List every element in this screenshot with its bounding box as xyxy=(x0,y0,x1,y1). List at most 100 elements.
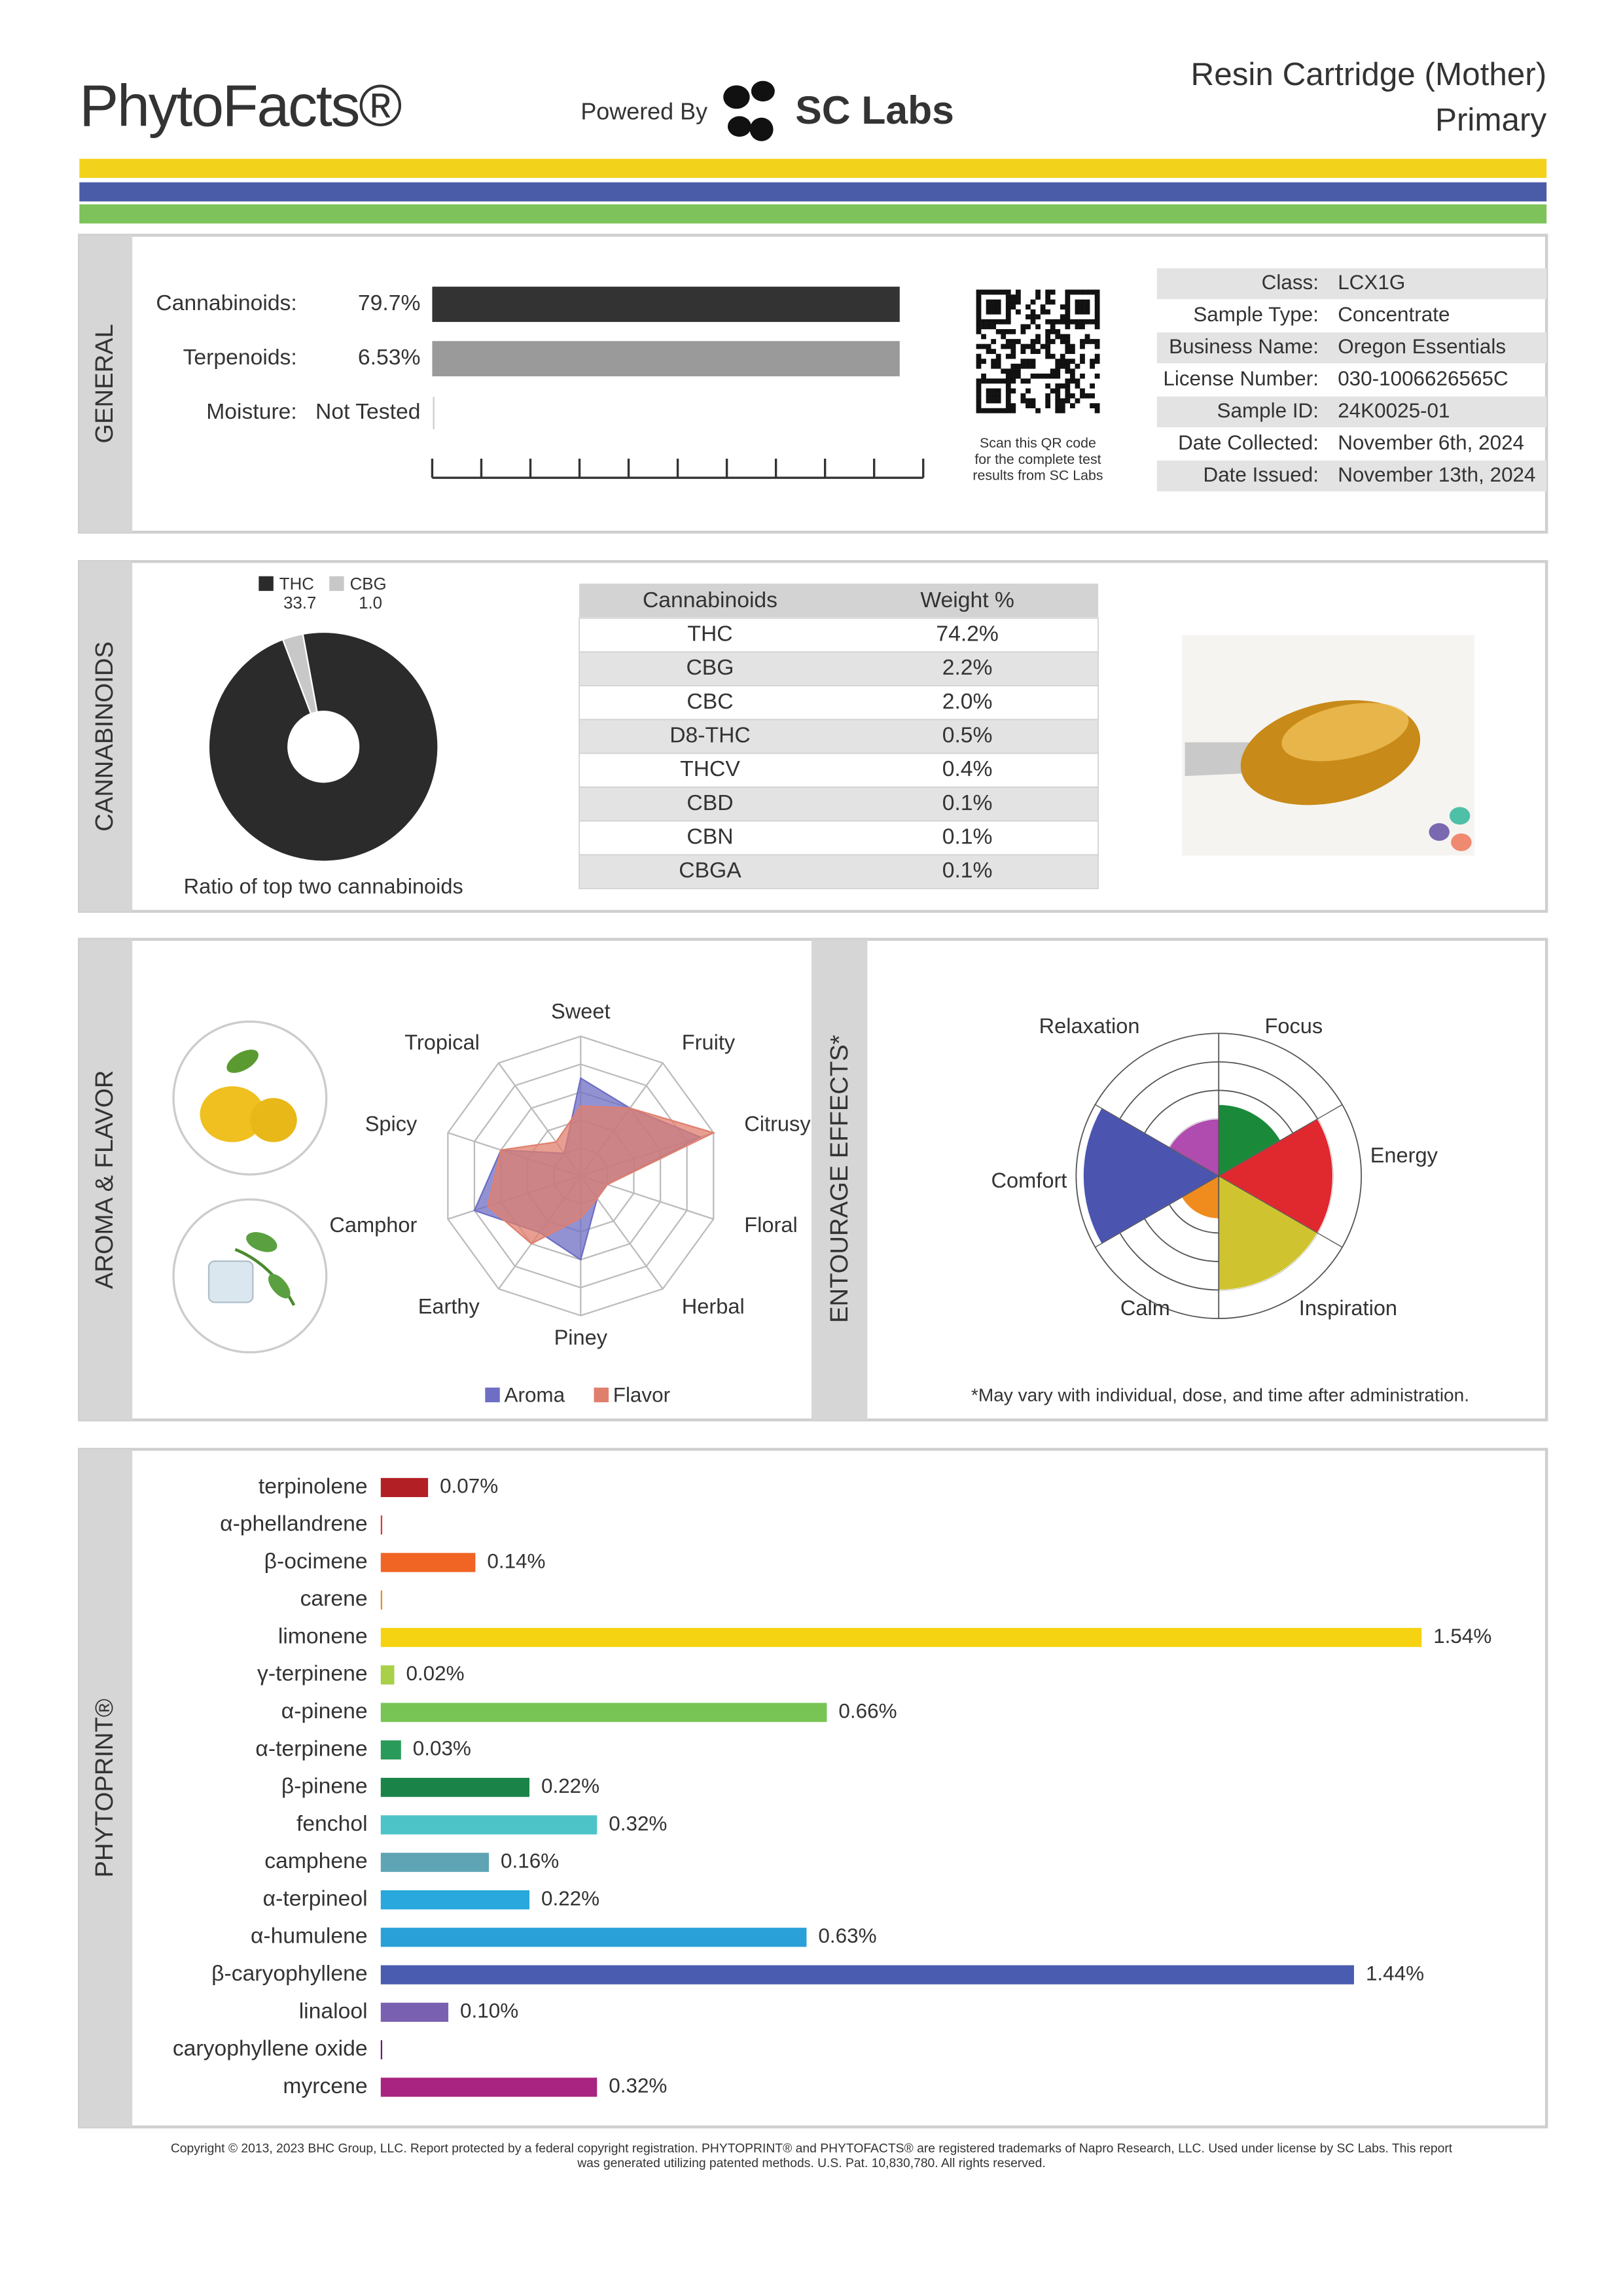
qr-module xyxy=(1045,373,1051,379)
qr-module xyxy=(1040,309,1046,315)
cannabinoids-bar xyxy=(432,287,900,323)
qr-module xyxy=(1075,299,1080,305)
qr-module xyxy=(1084,393,1090,398)
qr-module xyxy=(1001,328,1007,334)
qr-module xyxy=(1060,304,1065,310)
qr-module xyxy=(1045,383,1051,389)
qr-module xyxy=(991,289,997,295)
ice-cube xyxy=(207,1260,254,1303)
qr-module xyxy=(1005,289,1011,295)
qr-module xyxy=(1045,334,1051,340)
qr-module xyxy=(986,309,991,315)
qr-module xyxy=(976,309,982,315)
qr-module xyxy=(976,319,982,325)
qr-module xyxy=(976,408,982,414)
polar-label: Relaxation xyxy=(1039,1014,1140,1038)
qr-module xyxy=(1015,373,1021,379)
qr-module xyxy=(1084,319,1090,325)
qr-module xyxy=(981,359,986,364)
polar-sector xyxy=(1218,1118,1334,1234)
qr-module xyxy=(986,393,991,398)
info-label: Sample Type: xyxy=(1193,303,1319,326)
qr-module xyxy=(1084,334,1090,340)
qr-module xyxy=(1080,344,1085,349)
qr-module xyxy=(1001,378,1007,384)
terpene-value: 1.44% xyxy=(1366,1962,1424,1985)
qr-module xyxy=(1050,299,1056,305)
qr-module xyxy=(1065,324,1071,330)
table-cell: 0.1% xyxy=(942,791,993,815)
qr-module xyxy=(1045,344,1051,349)
info-value: November 6th, 2024 xyxy=(1338,431,1524,454)
qr-module xyxy=(995,408,1001,414)
section-side-panel xyxy=(79,1449,133,2127)
qr-module xyxy=(1065,378,1071,384)
qr-module xyxy=(995,309,1001,315)
qr-module xyxy=(1055,398,1061,404)
qr-module xyxy=(1055,388,1061,394)
terpene-label: α-phellandrene xyxy=(220,1512,368,1536)
spoon-oil-highlight xyxy=(1281,703,1409,762)
qr-module xyxy=(1060,314,1065,320)
qr-module xyxy=(1050,373,1056,379)
qr-module xyxy=(1040,373,1046,379)
entourage-note: *May vary with individual, dose, and tim… xyxy=(971,1385,1469,1405)
header-stripe xyxy=(79,182,1547,202)
qr-module xyxy=(1030,359,1036,364)
table-cell: CBGA xyxy=(679,858,741,883)
qr-module xyxy=(1020,328,1026,334)
qr-module xyxy=(1005,388,1011,394)
qr-module xyxy=(995,388,1001,394)
qr-module xyxy=(1090,393,1095,398)
qr-module xyxy=(1035,408,1041,414)
qr-module xyxy=(1045,299,1051,305)
legend-label: CBG xyxy=(350,575,387,593)
qr-module xyxy=(1065,393,1071,398)
qr-module xyxy=(986,388,991,394)
qr-module xyxy=(1065,314,1071,320)
qr-module xyxy=(1055,373,1061,379)
terpene-label: caryophyllene oxide xyxy=(173,2037,368,2061)
qr-module xyxy=(1080,309,1085,315)
qr-module xyxy=(1035,289,1041,295)
terpene-value: 0.22% xyxy=(541,1887,599,1910)
info-label: Sample ID: xyxy=(1217,399,1319,422)
qr-module xyxy=(976,328,982,334)
qr-module xyxy=(1001,368,1007,374)
info-label: Business Name: xyxy=(1169,335,1319,358)
qr-module xyxy=(1040,344,1046,349)
legend-label: THC xyxy=(279,575,314,593)
table-row-bg xyxy=(579,752,1099,788)
qr-module xyxy=(1045,339,1051,344)
qr-module xyxy=(1001,334,1007,340)
info-value: LCX1G xyxy=(1338,271,1405,294)
qr-module xyxy=(1055,319,1061,325)
qr-module xyxy=(976,324,982,330)
qr-module xyxy=(1094,299,1100,305)
qr-module xyxy=(1075,324,1080,330)
qr-module xyxy=(1065,334,1071,340)
qr-module xyxy=(1090,363,1095,369)
info-value: Oregon Essentials xyxy=(1338,335,1506,358)
qr-module xyxy=(1005,368,1011,374)
qr-module xyxy=(1010,294,1016,300)
terpene-value: 1.54% xyxy=(1433,1625,1491,1648)
table-row-bg xyxy=(579,718,1099,754)
qr-module xyxy=(1065,388,1071,394)
qr-module xyxy=(1026,403,1031,408)
table-cell: 74.2% xyxy=(936,622,999,646)
qr-module xyxy=(1065,304,1071,310)
qr-module xyxy=(1030,398,1036,404)
section-label: CANNABINOIDS xyxy=(90,641,118,832)
section-side-panel xyxy=(79,561,133,911)
qr-module xyxy=(1035,314,1041,320)
terpene-label: camphene xyxy=(264,1849,367,1873)
qr-module xyxy=(1094,359,1100,364)
qr-module xyxy=(1094,408,1100,414)
qr-module xyxy=(1035,373,1041,379)
qr-module xyxy=(1026,388,1031,394)
qr-module xyxy=(1026,378,1031,384)
section-label: ENTOURAGE EFFECTS* xyxy=(825,1034,853,1323)
table-cell: 0.1% xyxy=(942,858,993,883)
qr-module xyxy=(995,299,1001,305)
